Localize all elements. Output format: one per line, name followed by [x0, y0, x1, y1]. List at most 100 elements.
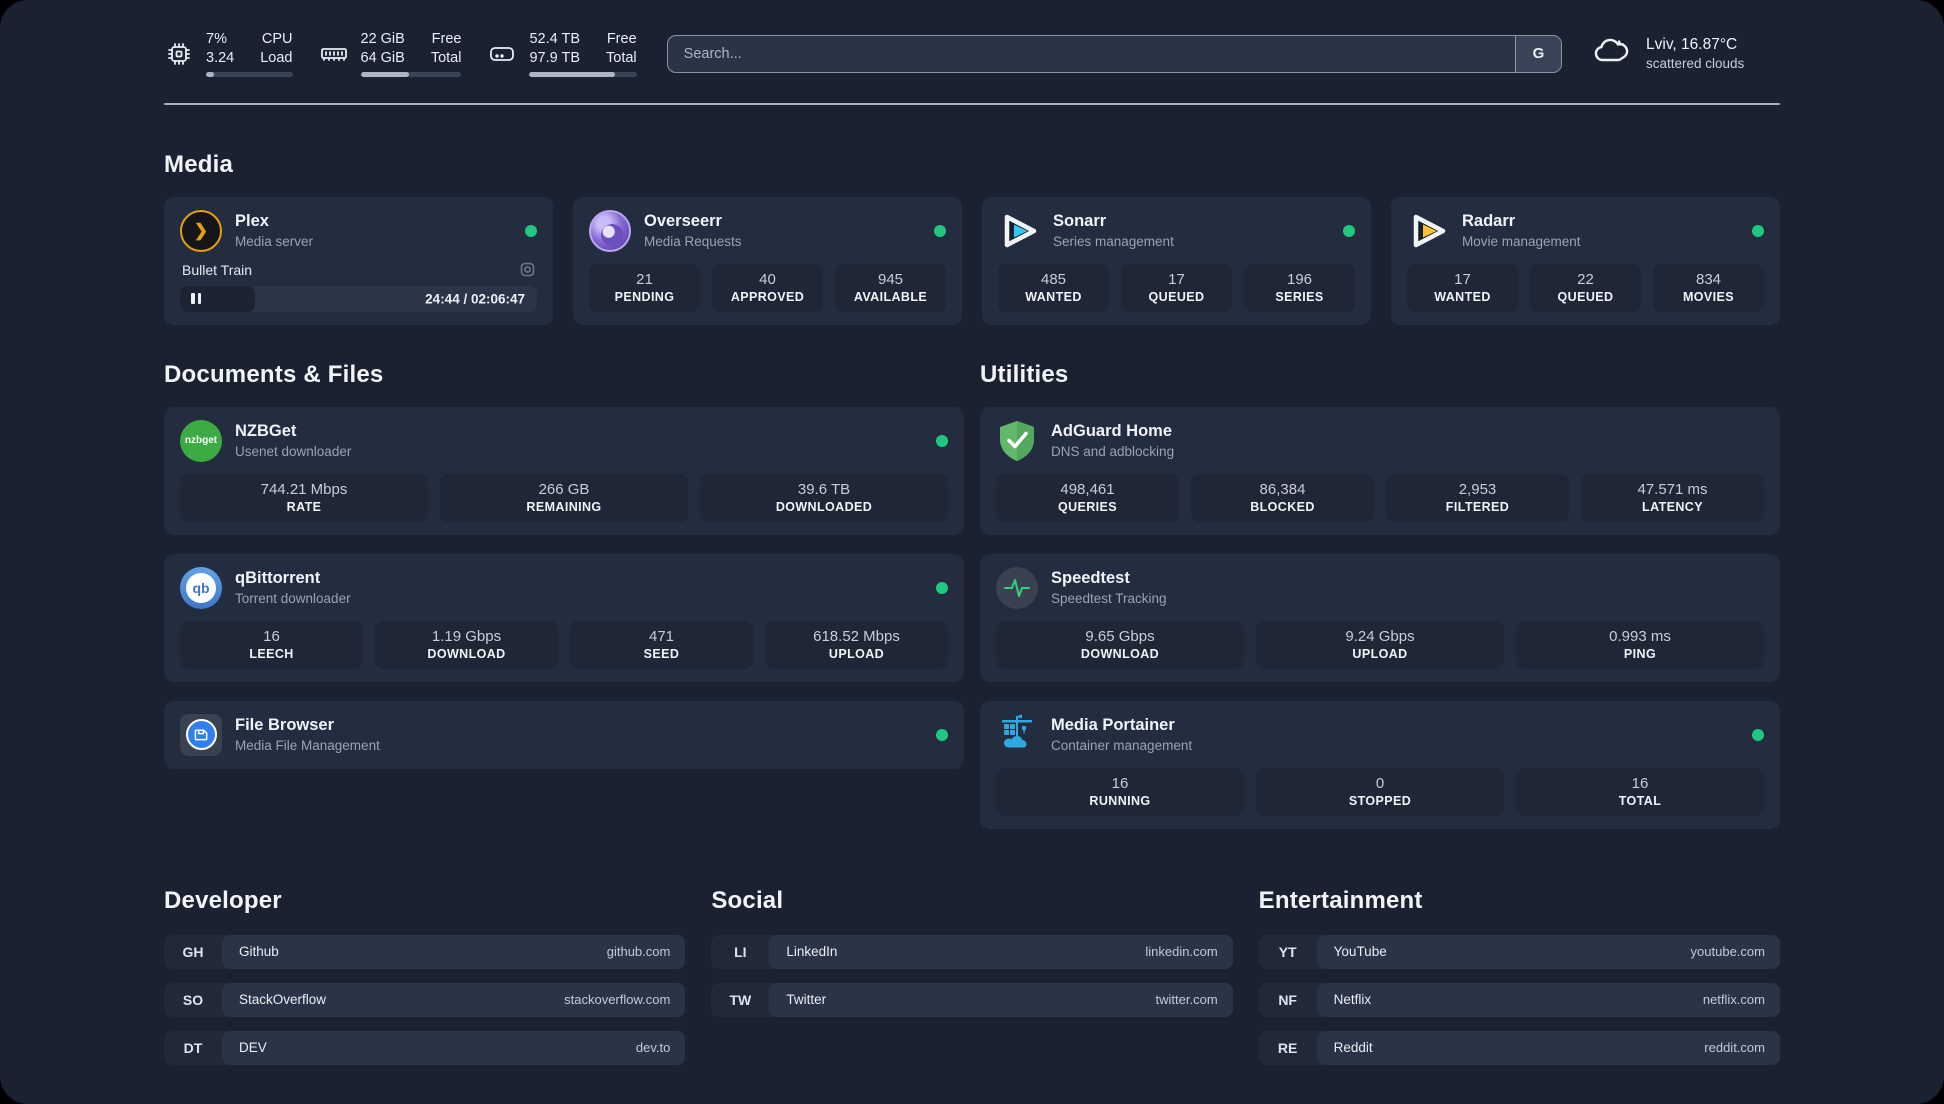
- bookmark-url: netflix.com: [1702, 992, 1765, 1008]
- linkedin-abbr-icon: LI: [734, 943, 747, 960]
- stat-downloaded: 39.6 TB DOWNLOADED: [700, 473, 948, 522]
- card-speedtest[interactable]: Speedtest Speedtest Tracking 9.65 Gbps DO…: [980, 553, 1780, 682]
- status-dot: [1752, 728, 1764, 741]
- card-portainer[interactable]: Media Portainer Container management 16 R…: [980, 700, 1780, 829]
- ram-free-value: 22 GiB: [360, 31, 405, 47]
- app-desc: DNS and adblocking: [1051, 444, 1175, 460]
- app-desc: Series management: [1053, 234, 1174, 250]
- section-developer: Developer GH Github github.com SO StackOv…: [164, 886, 686, 1079]
- cpu-progressbar: [206, 72, 293, 78]
- app-name: Sonarr: [1053, 212, 1107, 231]
- entertainment-section-title: Entertainment: [1258, 886, 1423, 914]
- stackoverflow-abbr-icon: SO: [182, 991, 204, 1008]
- stat-queued: 17 QUEUED: [1121, 263, 1232, 312]
- bookmark-youtube[interactable]: YT YouTube youtube.com: [1258, 934, 1780, 969]
- ram-free-label: Free: [431, 31, 462, 47]
- stat-queued: 22 QUEUED: [1530, 263, 1641, 312]
- stat-seed: 471 SEED: [570, 620, 753, 669]
- cloud-icon: [1592, 34, 1632, 73]
- bookmark-netflix[interactable]: NF Netflix netflix.com: [1258, 982, 1780, 1017]
- status-dot: [936, 434, 948, 447]
- hardware-metrics: 7% CPU 3.24 Load 22 GiB: [164, 30, 637, 78]
- stat-approved: 40 APPROVED: [712, 263, 823, 312]
- section-social: Social LI LinkedIn linkedin.com TW Twitte…: [711, 887, 1233, 1031]
- adguard-icon: [996, 420, 1038, 462]
- bookmark-name: Twitter: [786, 992, 827, 1008]
- header-divider: [164, 103, 1780, 105]
- app-name: qBittorrent: [235, 569, 321, 588]
- disk-free-label: Free: [606, 31, 637, 47]
- stat-available: 945 AVAILABLE: [835, 263, 946, 312]
- card-sonarr[interactable]: Sonarr Series management 485 WANTED 17 QUE…: [982, 196, 1371, 325]
- stat-pending: 21 PENDING: [589, 263, 700, 312]
- stat-wanted: 485 WANTED: [998, 263, 1109, 312]
- ram-icon: [319, 39, 349, 69]
- stat-queries: 498,461 QUERIES: [996, 473, 1179, 522]
- app-desc: Movie management: [1462, 234, 1581, 250]
- section-entertainment: Entertainment YT YouTube youtube.com NF N…: [1258, 886, 1780, 1079]
- ram-total-value: 64 GiB: [360, 49, 405, 66]
- media-section-title: Media: [164, 150, 234, 178]
- stat-movies: 834 MOVIES: [1653, 263, 1764, 312]
- developer-section-title: Developer: [164, 886, 282, 914]
- stat-filtered: 2,953 FILTERED: [1386, 473, 1569, 522]
- search-bar: G: [666, 34, 1562, 73]
- app-desc: Media Requests: [644, 234, 742, 250]
- app-name: Overseerr: [644, 212, 722, 231]
- card-filebrowser[interactable]: File Browser Media File Management: [164, 700, 964, 769]
- card-radarr[interactable]: Radarr Movie management 17 WANTED 22 QUEUE…: [1391, 196, 1780, 325]
- speedtest-icon: [996, 566, 1038, 609]
- overseerr-icon: [589, 209, 631, 252]
- cpu-load-value: 3.24: [206, 49, 235, 66]
- stat-wanted: 17 WANTED: [1407, 263, 1518, 312]
- card-plex[interactable]: ❯ Plex Media server Bullet Train: [164, 196, 553, 325]
- stat-upload: 618.52 Mbps UPLOAD: [765, 620, 948, 669]
- bookmark-github[interactable]: GH Github github.com: [164, 934, 686, 969]
- bookmark-url: stackoverflow.com: [564, 992, 671, 1008]
- portainer-icon: [996, 714, 1038, 756]
- weather-condition: scattered clouds: [1646, 56, 1745, 72]
- app-desc: Media server: [235, 234, 314, 250]
- app-name: NZBGet: [235, 422, 297, 441]
- bookmark-url: reddit.com: [1704, 1040, 1765, 1056]
- bookmark-twitter[interactable]: TW Twitter twitter.com: [711, 982, 1233, 1017]
- app-name: Plex: [235, 212, 269, 231]
- card-adguard[interactable]: AdGuard Home DNS and adblocking 498,461 Q…: [980, 406, 1780, 535]
- playback-progressbar: 24:44 / 02:06:47: [180, 285, 537, 312]
- stat-latency: 47.571 ms LATENCY: [1581, 473, 1764, 522]
- cpu-icon: [164, 39, 194, 69]
- search-input[interactable]: [667, 35, 1515, 72]
- ram-progressbar: [360, 72, 462, 78]
- disk-total-label: Total: [606, 49, 637, 66]
- ram-metric: 22 GiB Free 64 GiB Total: [319, 30, 462, 78]
- playback-time: 24:44 / 02:06:47: [425, 291, 525, 307]
- pause-icon: [191, 293, 201, 305]
- bookmark-stackoverflow[interactable]: SO StackOverflow stackoverflow.com: [164, 982, 686, 1017]
- section-media: Media ❯ Plex Media server Bullet Train: [164, 151, 1780, 325]
- app-desc: Media File Management: [235, 738, 380, 754]
- bookmark-name: LinkedIn: [786, 944, 838, 960]
- app-desc: Container management: [1051, 738, 1193, 754]
- card-overseerr[interactable]: Overseerr Media Requests 21 PENDING 40 APP…: [573, 196, 962, 325]
- github-abbr-icon: GH: [182, 943, 204, 960]
- weather-location-temp: Lviv, 16.87°C: [1646, 36, 1738, 54]
- bookmark-url: github.com: [606, 944, 671, 960]
- bookmark-linkedin[interactable]: LI LinkedIn linkedin.com: [711, 934, 1233, 969]
- stat-series: 196 SERIES: [1244, 263, 1355, 312]
- search-engine-button[interactable]: G: [1515, 35, 1561, 72]
- bookmark-dev[interactable]: DT DEV dev.to: [164, 1030, 686, 1065]
- card-nzbget[interactable]: nzbget NZBGet Usenet downloader 744.21 M…: [164, 406, 964, 535]
- stat-download: 9.65 Gbps DOWNLOAD: [996, 620, 1244, 669]
- card-qbittorrent[interactable]: qb qBittorrent Torrent downloader 16 LEEC…: [164, 553, 964, 682]
- app-desc: Torrent downloader: [235, 591, 351, 607]
- cpu-metric: 7% CPU 3.24 Load: [164, 30, 293, 78]
- weather-widget: Lviv, 16.87°C scattered clouds: [1592, 34, 1780, 73]
- bookmark-reddit[interactable]: RE Reddit reddit.com: [1258, 1030, 1780, 1065]
- stat-rate: 744.21 Mbps RATE: [180, 473, 428, 522]
- app-name: AdGuard Home: [1051, 422, 1173, 441]
- settings-icon[interactable]: [520, 262, 535, 277]
- utilities-section-title: Utilities: [980, 360, 1069, 388]
- bookmark-name: Github: [239, 944, 279, 960]
- netflix-abbr-icon: NF: [1278, 991, 1297, 1008]
